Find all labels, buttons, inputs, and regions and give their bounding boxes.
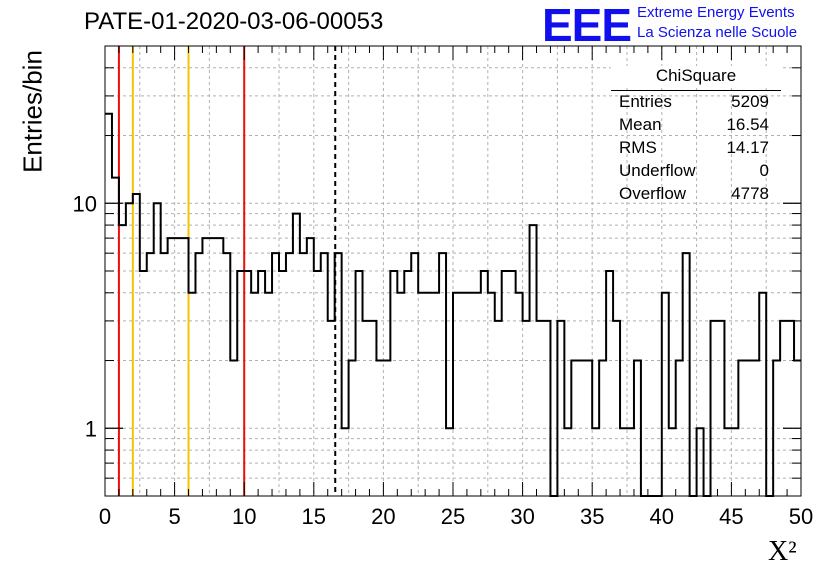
histogram-bars [105,112,801,497]
x-tick-label: 40 [650,504,674,529]
x-tick-label: 30 [510,504,534,529]
eee-logo: EEE [542,0,632,51]
stats-key: Overflow [619,184,687,203]
stats-value: 5209 [731,92,769,111]
x-tick-label: 35 [580,504,604,529]
stats-row-mean: Mean 16.54 [619,115,769,137]
stats-value: 4778 [731,184,769,203]
stats-key: Mean [619,115,662,134]
stats-key: Underflow [619,161,696,180]
stats-box: ChiSquare Entries 5209 Mean 16.54 RMS 14… [611,66,781,203]
logo-text-line-1: Extreme Energy Events [637,4,795,21]
x-tick-label: 0 [99,504,111,529]
x-axis-label: X² [768,536,797,567]
logo-text-line-2: La Scienza nelle Scuole [637,24,798,41]
stats-key: RMS [619,138,657,157]
x-tick-label: 50 [789,504,813,529]
stats-row-overflow: Overflow 4778 [619,184,769,206]
stats-value: 16.54 [726,115,769,134]
stats-title: ChiSquare [655,66,737,85]
x-tick-label: 45 [719,504,743,529]
tick-labels: 0 5 10 15 20 25 30 35 40 45 50 1 10 [73,191,814,529]
x-tick-label: 25 [441,504,465,529]
x-tick-label: 20 [371,504,395,529]
x-tick-label: 5 [168,504,180,529]
y-tick-label: 10 [73,191,97,216]
axes [104,45,802,497]
x-tick-label: 15 [302,504,326,529]
stats-value: 14.17 [726,138,769,157]
chart-title: PATE-01-2020-03-06-00053 [84,8,384,35]
stats-row-entries: Entries 5209 [619,92,769,114]
x-tick-label: 10 [232,504,256,529]
stats-row-rms: RMS 14.17 [619,138,769,160]
stats-value: 0 [759,161,769,180]
stats-divider [611,90,781,91]
stats-key: Entries [619,92,672,111]
y-tick-label: 1 [85,416,97,441]
stats-row-underflow: Underflow 0 [619,161,769,183]
histogram-outline [105,112,801,497]
